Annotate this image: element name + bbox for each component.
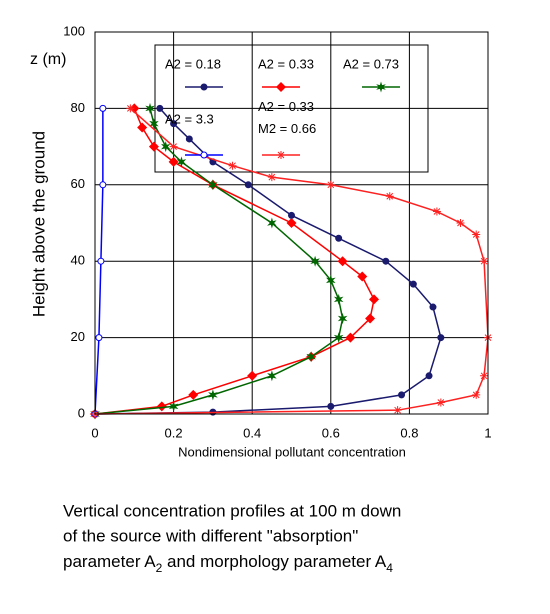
marker [208, 179, 218, 191]
marker [168, 400, 179, 412]
marker [200, 83, 208, 91]
marker [148, 141, 159, 152]
legend-label: A2 = 0.18 [165, 56, 221, 71]
caption-line: Vertical concentration profiles at 100 m… [63, 501, 401, 520]
x-tick-label: 0.2 [165, 425, 183, 440]
y-tick-label: 60 [71, 176, 85, 191]
x-tick-label: 0.8 [400, 425, 418, 440]
marker [95, 334, 103, 342]
marker [382, 257, 390, 265]
caption-line: of the source with different "absorption… [63, 526, 358, 545]
marker [137, 122, 148, 133]
marker [385, 192, 394, 201]
marker [398, 391, 406, 399]
marker [169, 142, 178, 151]
legend-label: A2 = 0.33 [258, 56, 314, 71]
marker [327, 402, 335, 410]
marker [357, 271, 368, 282]
marker [267, 217, 277, 229]
caption-part: parameter A [63, 552, 156, 571]
marker [126, 104, 135, 113]
marker [156, 401, 167, 412]
marker [170, 120, 178, 128]
x-tick-label: 0.6 [322, 425, 340, 440]
marker [168, 156, 179, 167]
marker [376, 81, 386, 93]
marker [333, 293, 344, 305]
marker [369, 294, 380, 305]
marker [333, 332, 344, 344]
marker [200, 151, 208, 159]
marker [456, 219, 465, 227]
marker [306, 351, 316, 363]
legend-label: A2 = 0.73 [343, 56, 399, 71]
caption-part: 4 [386, 561, 393, 575]
marker [247, 370, 258, 381]
x-tick-label: 1 [484, 425, 491, 440]
marker [437, 334, 445, 342]
marker [276, 82, 286, 92]
y-tick-label: 0 [78, 405, 85, 420]
marker [185, 135, 193, 143]
marker [208, 389, 218, 401]
marker [429, 303, 437, 311]
marker [149, 118, 159, 130]
marker [436, 398, 445, 407]
x-tick-label: 0.4 [243, 425, 261, 440]
marker [228, 161, 237, 170]
marker [161, 141, 171, 153]
caption-line: parameter A2 and morphology parameter A4 [63, 552, 393, 575]
marker [244, 181, 252, 189]
marker [99, 181, 107, 189]
marker [286, 218, 297, 228]
marker [472, 230, 481, 239]
marker [310, 255, 320, 267]
plot-frame [94, 31, 489, 415]
caption-part: 2 [156, 561, 163, 575]
marker [188, 389, 199, 400]
marker [145, 102, 155, 114]
marker [480, 371, 489, 380]
y-axis-unit: z (m) [30, 51, 66, 68]
marker [288, 211, 295, 219]
series-line [94, 108, 375, 415]
caption-part: and morphology parameter A [162, 552, 387, 571]
series-line [94, 107, 489, 415]
x-tick-label: 0 [91, 425, 98, 440]
marker [277, 151, 285, 159]
marker [267, 173, 276, 182]
series-line [94, 107, 442, 415]
marker [335, 234, 343, 242]
marker [365, 313, 376, 324]
y-tick-label: 80 [71, 100, 85, 115]
marker [337, 313, 348, 324]
marker [156, 104, 164, 112]
marker [97, 257, 105, 265]
marker [176, 156, 187, 168]
marker [480, 257, 489, 266]
marker [267, 370, 277, 382]
y-tick-label: 100 [63, 23, 85, 38]
series-line [94, 108, 344, 415]
y-tick-label: 40 [71, 253, 85, 268]
marker [472, 390, 481, 399]
marker [432, 207, 441, 216]
marker [326, 274, 336, 286]
marker [425, 372, 433, 380]
legend-label: A2 = 0.33 M2 = 0.66 [258, 99, 316, 136]
marker [345, 332, 356, 343]
y-tick-label: 20 [71, 329, 85, 344]
marker [99, 104, 107, 112]
y-axis-title: Height above the ground [29, 131, 48, 317]
marker [393, 406, 402, 415]
marker [337, 256, 348, 267]
marker [409, 280, 417, 288]
legend-label: A2 = 3.3 [165, 111, 214, 126]
x-axis-title: Nondimensional pollutant concentration [178, 444, 406, 459]
marker [326, 180, 335, 189]
